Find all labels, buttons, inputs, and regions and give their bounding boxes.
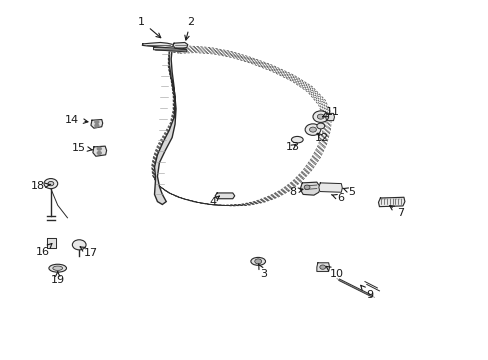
Circle shape — [44, 179, 58, 189]
Polygon shape — [378, 197, 404, 207]
Text: 9: 9 — [360, 285, 372, 300]
Circle shape — [72, 240, 86, 250]
Text: 5: 5 — [343, 186, 355, 197]
Polygon shape — [47, 238, 56, 248]
Circle shape — [254, 259, 261, 264]
Circle shape — [48, 181, 54, 186]
Text: 3: 3 — [258, 264, 267, 279]
Text: 15: 15 — [72, 143, 92, 153]
Polygon shape — [93, 146, 106, 156]
Text: 17: 17 — [80, 247, 97, 258]
Polygon shape — [215, 193, 234, 199]
Text: 18: 18 — [31, 181, 51, 192]
Circle shape — [95, 124, 99, 127]
Text: 4: 4 — [209, 196, 219, 207]
Text: 7: 7 — [389, 206, 404, 218]
Text: 14: 14 — [65, 114, 88, 125]
Text: 12: 12 — [314, 132, 328, 143]
Circle shape — [305, 124, 320, 135]
Text: 6: 6 — [331, 193, 343, 203]
Text: 16: 16 — [36, 243, 52, 257]
Ellipse shape — [291, 136, 303, 143]
Text: 1: 1 — [138, 17, 161, 38]
Circle shape — [312, 111, 328, 122]
Ellipse shape — [49, 264, 66, 272]
Circle shape — [309, 127, 316, 132]
Circle shape — [304, 185, 309, 189]
Circle shape — [319, 265, 325, 269]
Text: 11: 11 — [322, 107, 339, 117]
Polygon shape — [153, 48, 186, 52]
Ellipse shape — [250, 257, 265, 265]
Ellipse shape — [53, 266, 62, 270]
Circle shape — [95, 121, 99, 123]
Polygon shape — [325, 113, 334, 121]
Polygon shape — [154, 46, 179, 204]
Polygon shape — [300, 182, 320, 195]
Text: 19: 19 — [51, 272, 64, 285]
Text: 13: 13 — [285, 142, 299, 152]
Circle shape — [97, 147, 101, 150]
Text: 10: 10 — [325, 266, 343, 279]
Polygon shape — [318, 183, 342, 192]
Polygon shape — [173, 42, 187, 49]
Text: 8: 8 — [288, 186, 303, 197]
Text: 2: 2 — [184, 17, 194, 40]
Polygon shape — [91, 120, 102, 128]
Polygon shape — [142, 42, 173, 48]
Polygon shape — [316, 263, 329, 271]
Circle shape — [97, 152, 101, 154]
Circle shape — [316, 123, 324, 129]
Circle shape — [317, 114, 324, 119]
